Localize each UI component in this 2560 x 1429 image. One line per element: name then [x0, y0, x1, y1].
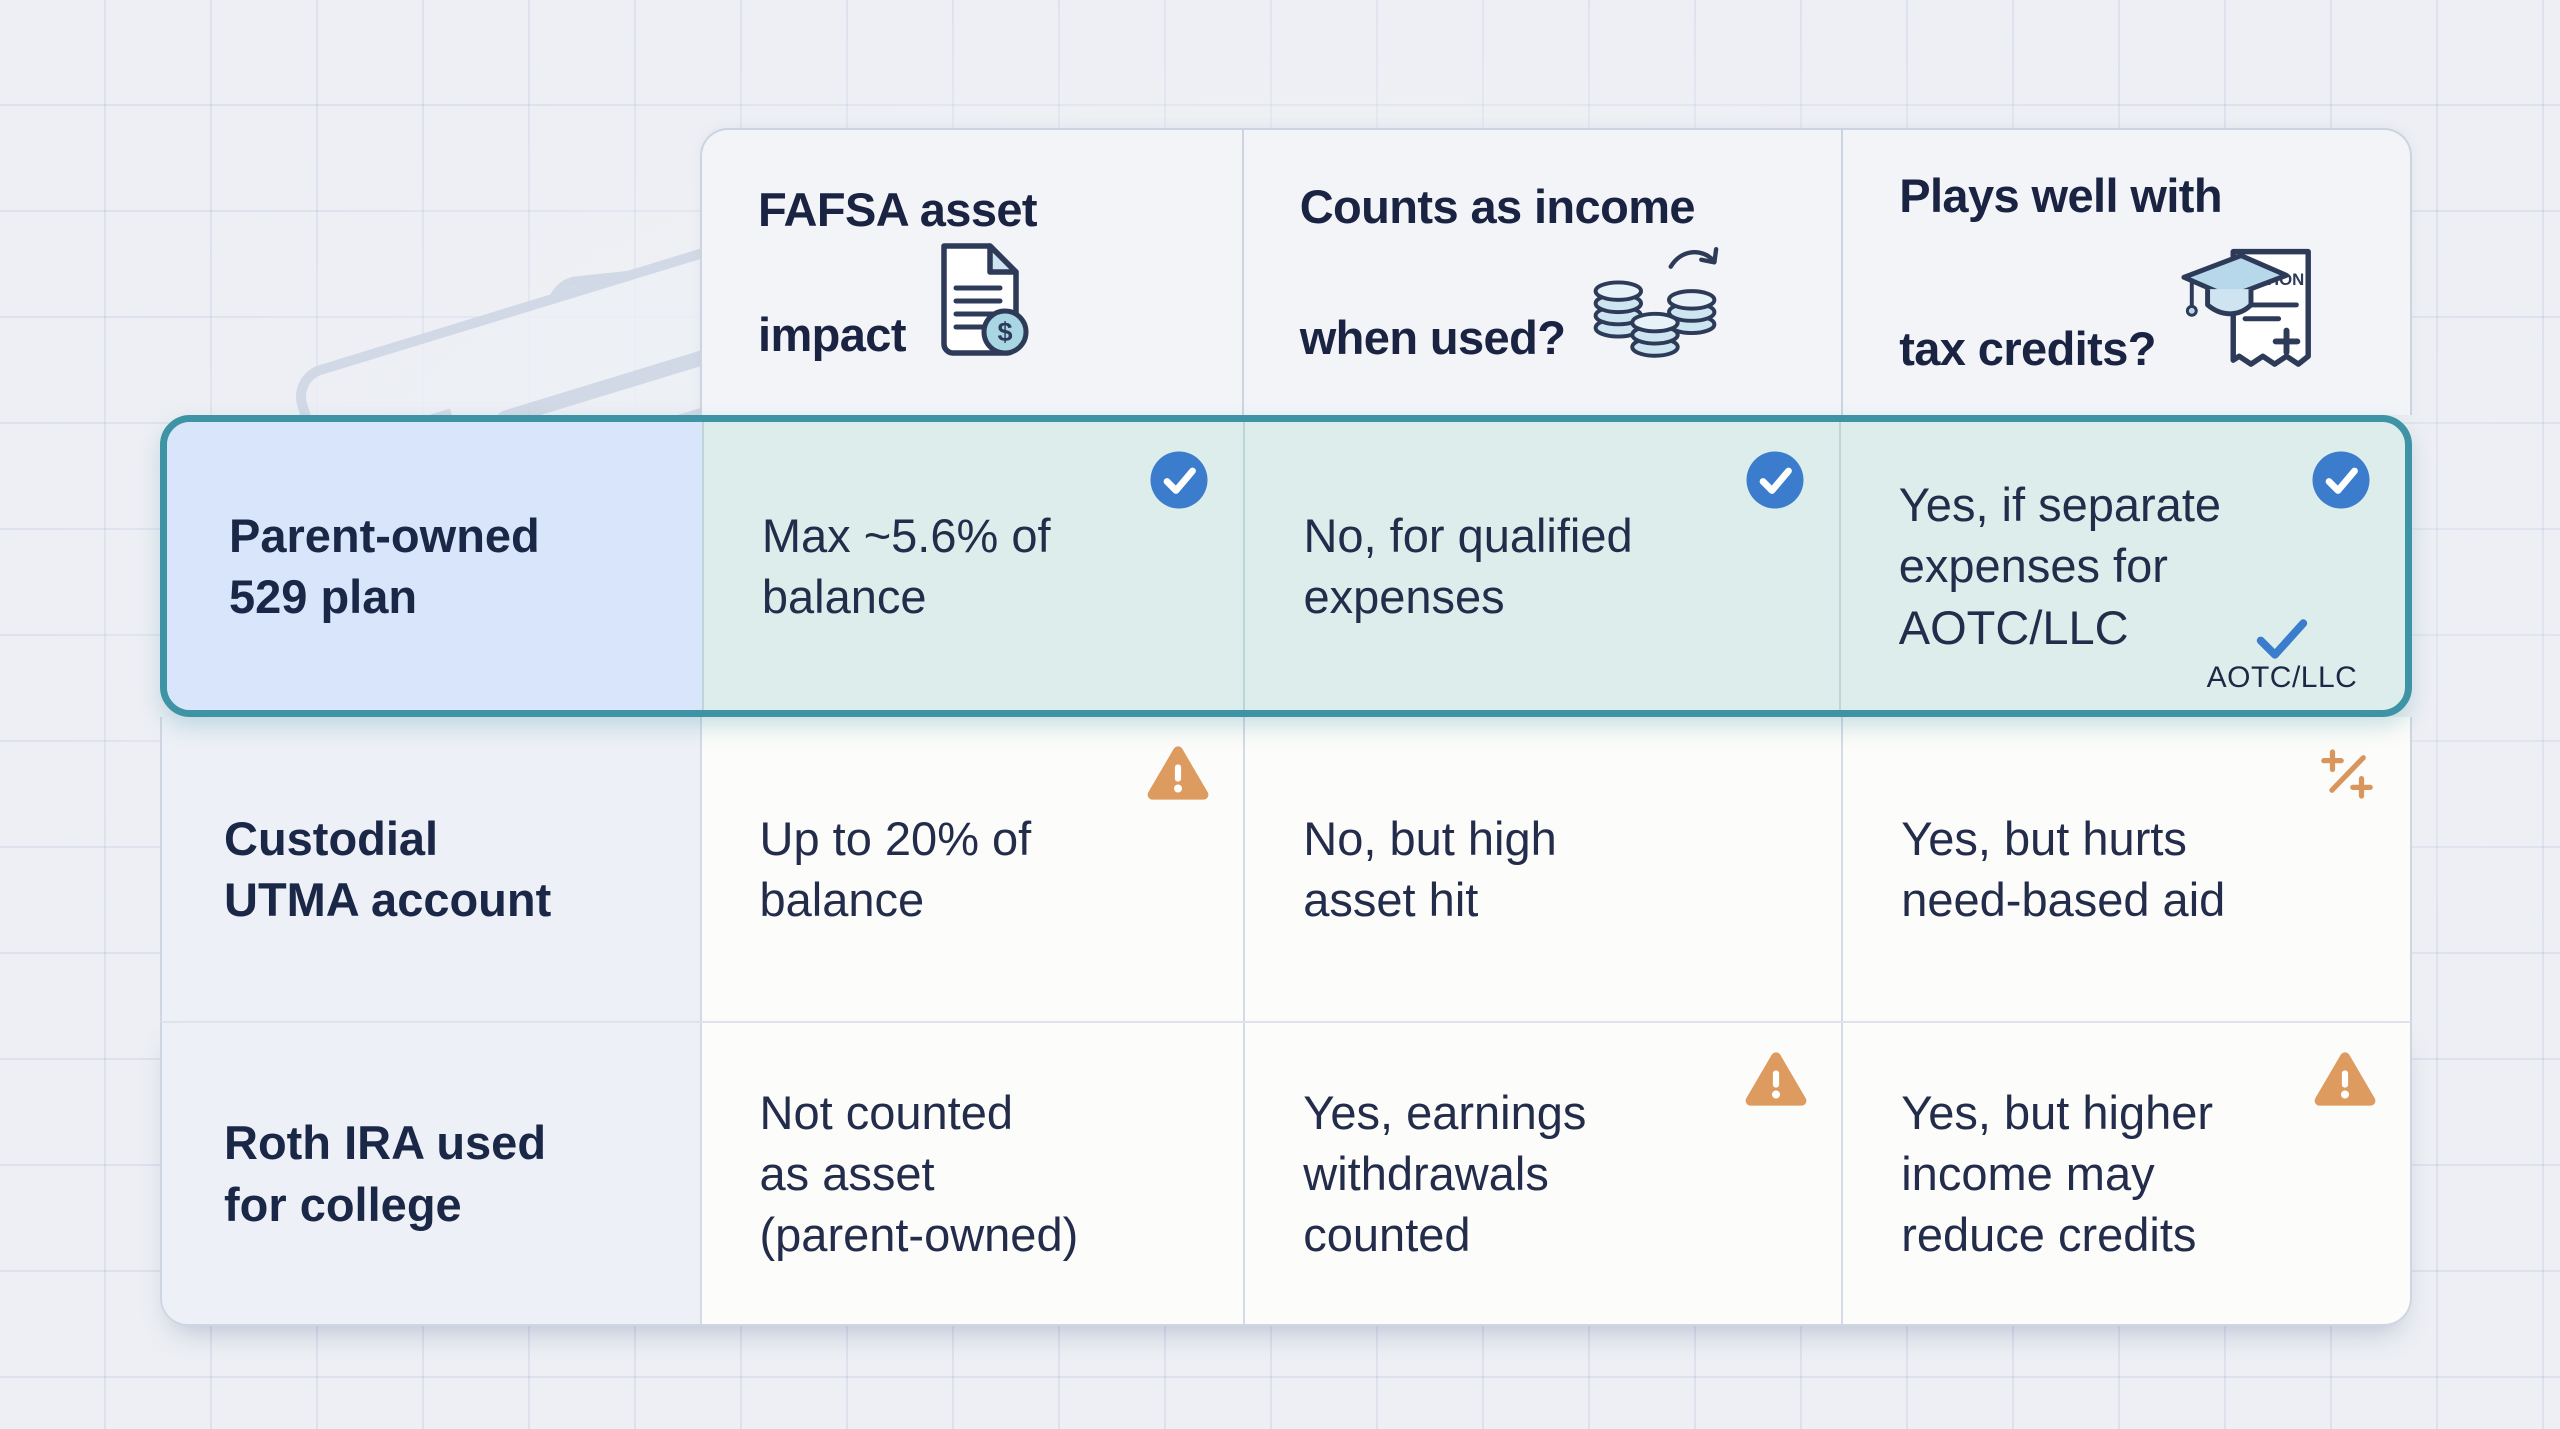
column-header-label: Plays well with tax credits? — [1899, 169, 2222, 375]
cell-529-income: No, for qualified expenses — [1243, 422, 1838, 710]
tuition-cap-icon: TUITION — [2176, 226, 2324, 377]
cell-529-tax-credits: Yes, if separate expenses for AOTC/LLC A… — [1838, 422, 2405, 710]
row-label: Roth IRA used for college — [224, 1116, 547, 1231]
svg-text:$: $ — [997, 317, 1012, 347]
cell-text: No, for qualified expenses — [1303, 508, 1633, 623]
column-header-tax-credits: Plays well with tax credits? TUITION — [1841, 130, 2410, 415]
cell-text: Max ~5.6% of balance — [761, 508, 1051, 623]
cell-utma-tax-credits: Yes, but hurts need-based aid — [1841, 717, 2410, 1021]
row-label-cell: Parent-owned 529 plan — [167, 422, 702, 710]
check-badge-icon — [2311, 450, 2371, 510]
table-header-row: FAFSA asset impact $ Counts as income w — [160, 128, 2412, 415]
checkmark-icon — [2256, 619, 2308, 659]
column-header-label: Counts as income when used? — [1299, 180, 1696, 364]
column-header-counts-as-income: Counts as income when used? — [1241, 130, 1842, 415]
row-custodial-utma: Custodial UTMA account Up to 20% of bala… — [160, 717, 2412, 1021]
row-roth-ira: Roth IRA used for college Not counted as… — [160, 1021, 2412, 1326]
cell-roth-income: Yes, earnings withdrawals counted — [1243, 1023, 1841, 1324]
row-parent-529: Parent-owned 529 plan Max ~5.6% of balan… — [160, 415, 2412, 717]
cell-roth-fafsa-impact: Not counted as asset (parent-owned) — [702, 1023, 1244, 1324]
check-badge-icon — [1745, 450, 1805, 510]
warning-icon — [1147, 745, 1209, 801]
cell-utma-income: No, but high asset hit — [1243, 717, 1841, 1021]
warning-icon — [2314, 1051, 2376, 1107]
aotc-llc-label: AOTC/LLC — [2206, 661, 2358, 694]
header-panel: FAFSA asset impact $ Counts as income w — [700, 128, 2412, 415]
document-dollar-icon: $ — [926, 240, 1030, 363]
coins-transfer-icon — [1585, 237, 1725, 366]
row-label-cell: Roth IRA used for college — [162, 1023, 702, 1324]
comparison-table: FAFSA asset impact $ Counts as income w — [160, 128, 2412, 1326]
column-header-fafsa-asset-impact: FAFSA asset impact $ — [702, 130, 1242, 415]
check-badge-icon — [1149, 450, 1209, 510]
row-label: Parent-owned 529 plan — [229, 508, 540, 623]
cell-utma-fafsa-impact: Up to 20% of balance — [702, 717, 1244, 1021]
cell-text: Yes, earnings withdrawals counted — [1303, 1085, 1587, 1262]
row-label-cell: Custodial UTMA account — [162, 717, 702, 1021]
cell-text: No, but high asset hit — [1303, 811, 1557, 926]
aotc-llc-check: AOTC/LLC — [2187, 617, 2377, 694]
cell-text: Yes, but hurts need-based aid — [1901, 811, 2226, 926]
cell-text: Yes, if separate expenses for AOTC/LLC — [1898, 478, 2222, 654]
cell-text: Up to 20% of balance — [759, 811, 1032, 926]
plus-slash-icon — [2318, 745, 2376, 803]
cell-text: Not counted as asset (parent-owned) — [759, 1085, 1079, 1262]
warning-icon — [1745, 1051, 1807, 1107]
corner-cell — [160, 128, 700, 415]
cell-529-fafsa-impact: Max ~5.6% of balance — [701, 422, 1244, 710]
cell-text: Yes, but higher income may reduce credit… — [1901, 1085, 2214, 1262]
cell-roth-tax-credits: Yes, but higher income may reduce credit… — [1841, 1023, 2410, 1324]
row-label: Custodial UTMA account — [224, 811, 552, 926]
